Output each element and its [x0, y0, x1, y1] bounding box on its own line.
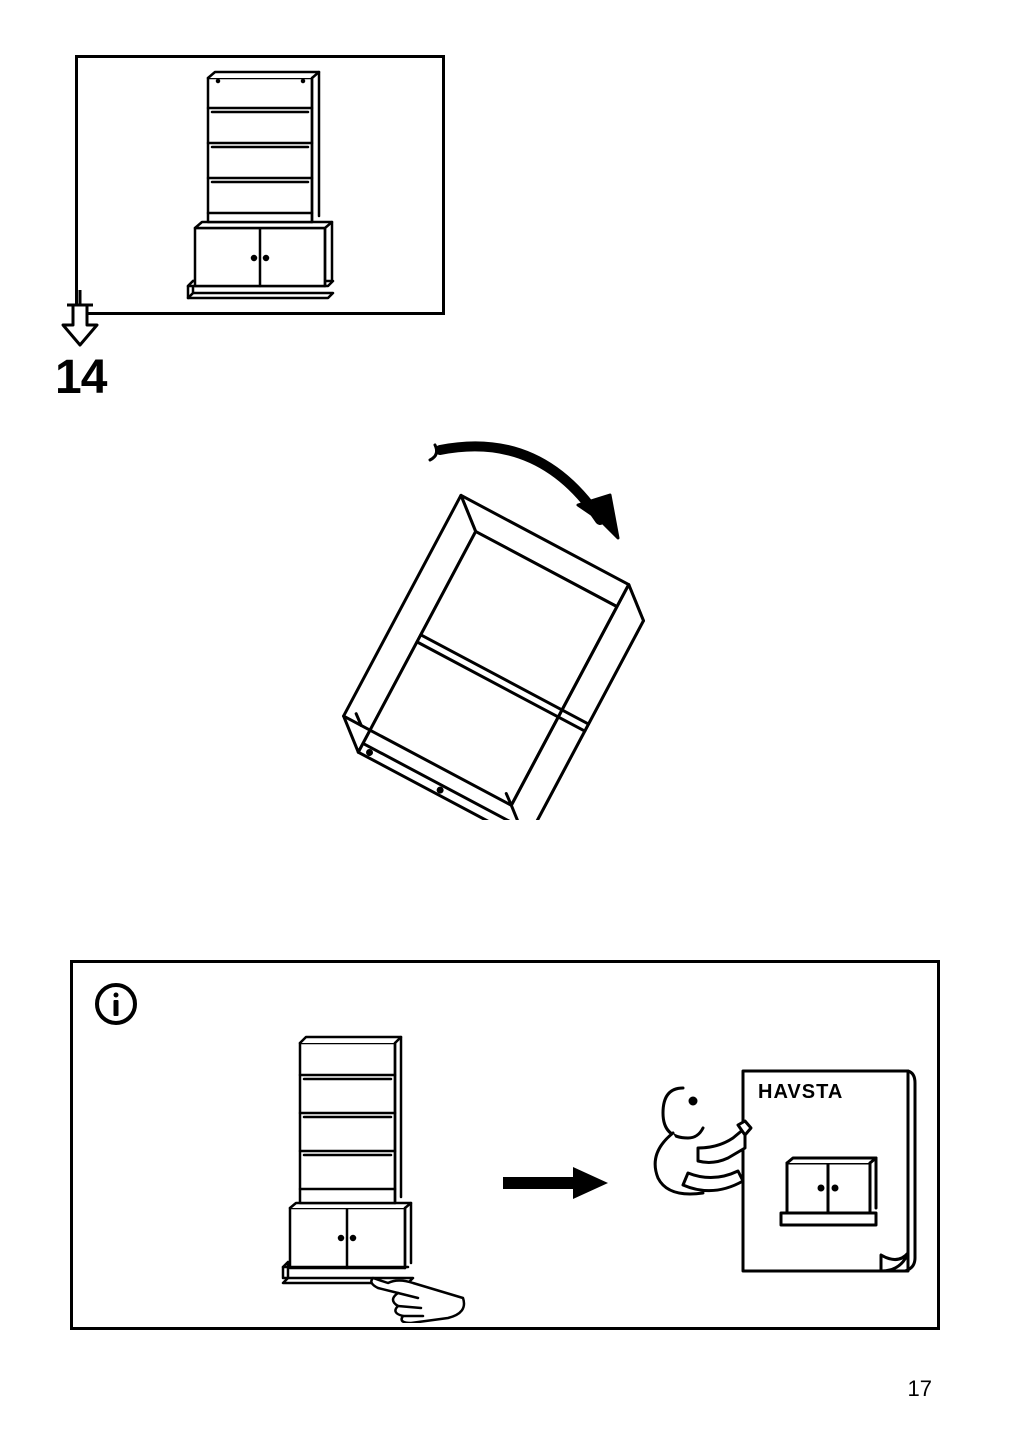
instruction-page: 14 [0, 0, 1012, 1432]
info-left-figure [263, 1023, 483, 1328]
flow-down-arrow [55, 290, 105, 355]
info-arrow-right [503, 1163, 613, 1208]
booklet-title: HAVSTA [758, 1081, 843, 1103]
page-number: 17 [908, 1376, 932, 1402]
info-panel: HAVSTA [70, 960, 940, 1330]
tipping-upright-illustration [280, 420, 700, 820]
step-number: 14 [55, 350, 106, 405]
info-icon [93, 981, 139, 1032]
finished-unit-drawing [78, 58, 442, 312]
info-right-figure: HAVSTA [643, 1053, 933, 1308]
result-preview-panel [75, 55, 445, 315]
